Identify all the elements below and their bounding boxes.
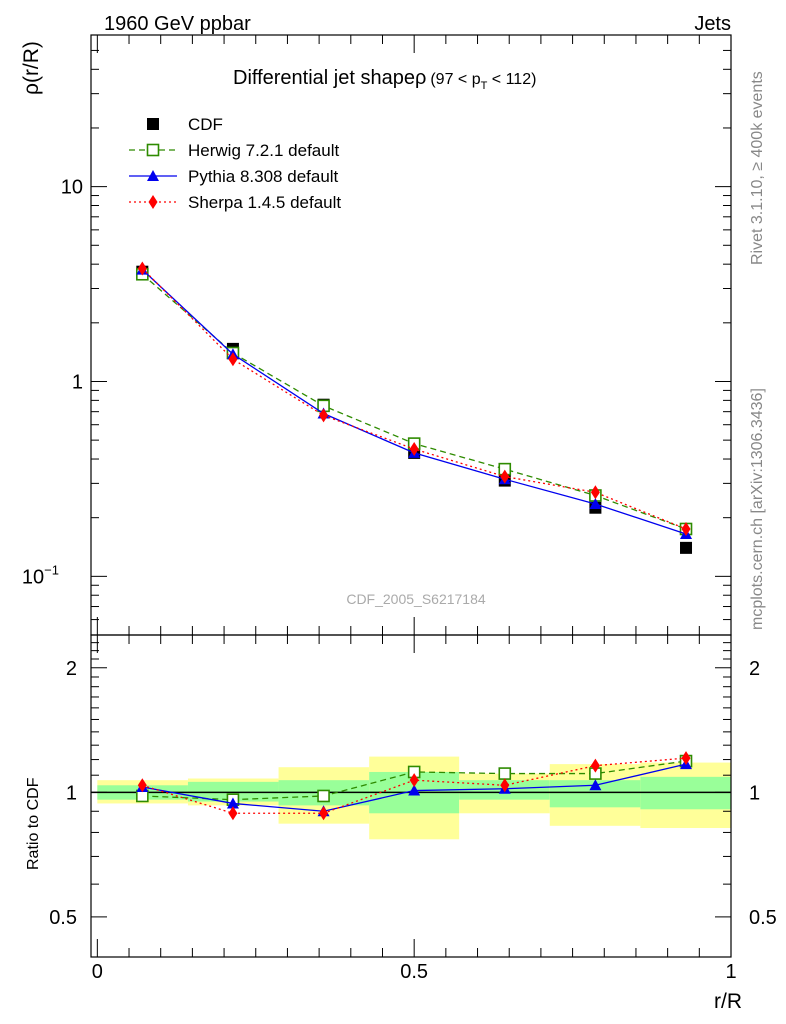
chart-title-range: (97 < p xyxy=(430,71,480,88)
main-series-layer xyxy=(136,261,693,554)
y-tick-label: 10−1 xyxy=(22,562,59,588)
x-tick-label: 1 xyxy=(725,961,736,983)
data-point-sherpa xyxy=(319,408,329,423)
watermark: CDF_2005_S6217184 xyxy=(346,591,486,607)
data-point-sherpa xyxy=(319,806,329,821)
series-cdf xyxy=(136,265,693,554)
ratio-series-layer xyxy=(136,751,693,821)
header-right: Jets xyxy=(694,13,731,35)
data-point-sherpa xyxy=(228,806,238,821)
series-pythia xyxy=(136,263,693,539)
data-point-sherpa xyxy=(681,751,691,766)
main-y-axis-label: ρ(r/R) xyxy=(20,41,43,95)
ratio-y-axis-label: Ratio to CDF xyxy=(25,777,42,870)
y-tick-label: 1 xyxy=(72,371,83,393)
ratio-y-tick-label-right: 0.5 xyxy=(749,907,777,929)
side-label-mcplots: mcplots.cern.ch [arXiv:1306.3436] xyxy=(749,388,766,630)
series-line-herwig xyxy=(141,273,687,530)
legend-entry-sherpa: Sherpa 1.4.5 default xyxy=(129,193,341,212)
data-point-pythia xyxy=(589,779,602,791)
x-tick-label: 0.5 xyxy=(400,961,428,983)
data-point-sherpa xyxy=(590,485,600,500)
series-line-pythia xyxy=(141,269,687,535)
ratio-frame xyxy=(90,634,732,958)
header-left: 1960 GeV ppbar xyxy=(104,13,251,35)
series-line-sherpa xyxy=(141,268,687,530)
data-point-sherpa xyxy=(500,778,510,793)
chart-title-main: Differential jet shapeρ xyxy=(233,67,426,89)
data-point-pythia xyxy=(226,797,239,809)
legend: CDF Herwig 7.2.1 default Pythia 8.308 defa… xyxy=(129,115,341,212)
data-point-sherpa xyxy=(137,261,147,276)
data-point-pythia xyxy=(408,784,421,796)
legend-label: CDF xyxy=(188,115,223,134)
legend-entry-pythia: Pythia 8.308 default xyxy=(129,167,339,186)
ratio-y-tick-label: 2 xyxy=(66,658,77,680)
series-sherpa xyxy=(137,261,691,536)
side-label-rivet: Rivet 3.1.10, ≥ 400k events xyxy=(749,71,766,265)
ratio-y-tick-label: 0.5 xyxy=(49,907,77,929)
data-point-sherpa xyxy=(500,469,510,484)
series-herwig xyxy=(136,267,693,536)
legend-marker-cdf xyxy=(147,118,159,130)
data-point-sherpa xyxy=(137,778,147,793)
ratio-axis-ticks: 2 2 1 1 0.5 0.5 0 0.5 1 xyxy=(49,634,777,983)
legend-label: Pythia 8.308 default xyxy=(188,167,339,186)
legend-label: Sherpa 1.4.5 default xyxy=(188,193,341,212)
legend-marker-sherpa xyxy=(148,195,158,209)
series-sherpa-ratio xyxy=(137,751,691,821)
data-point-sherpa xyxy=(681,521,691,536)
main-panel: 10 1 10−1 ρ(r/R) Differential jet shapeρ (9… xyxy=(20,34,732,636)
legend-label: Herwig 7.2.1 default xyxy=(188,141,339,160)
chart-title-subscript: T xyxy=(481,80,488,92)
ratio-bands xyxy=(91,756,731,840)
y-tick-label: 10 xyxy=(61,177,83,199)
data-point-sherpa xyxy=(409,773,419,788)
legend-entry-cdf: CDF xyxy=(147,115,223,134)
main-axis-ticks: 10 1 10−1 xyxy=(22,34,732,636)
legend-entry-herwig: Herwig 7.2.1 default xyxy=(129,141,339,160)
chart-title: Differential jet shapeρ (97 < pT < 112) xyxy=(233,67,536,92)
data-point-sherpa xyxy=(409,442,419,457)
ratio-y-tick-label-right: 1 xyxy=(749,782,760,804)
legend-marker-pythia xyxy=(147,170,159,181)
main-frame xyxy=(90,34,732,636)
data-point-pythia xyxy=(589,498,602,510)
data-point-herwig xyxy=(498,767,512,780)
x-axis-label: r/R xyxy=(714,990,742,1013)
data-point-sherpa xyxy=(228,352,238,367)
ratio-panel: 2 2 1 1 0.5 0.5 0 0.5 1 Ratio to CDF r/R xyxy=(25,634,777,1013)
ratio-y-tick-label-right: 2 xyxy=(749,658,760,680)
ratio-y-tick-label: 1 xyxy=(66,782,77,804)
data-point-sherpa xyxy=(590,758,600,773)
chart-title-range-end: < 112) xyxy=(487,71,536,88)
data-point-herwig xyxy=(317,789,330,803)
x-tick-label: 0 xyxy=(92,961,103,983)
legend-marker-herwig xyxy=(146,143,160,157)
data-point-cdf xyxy=(680,541,693,554)
